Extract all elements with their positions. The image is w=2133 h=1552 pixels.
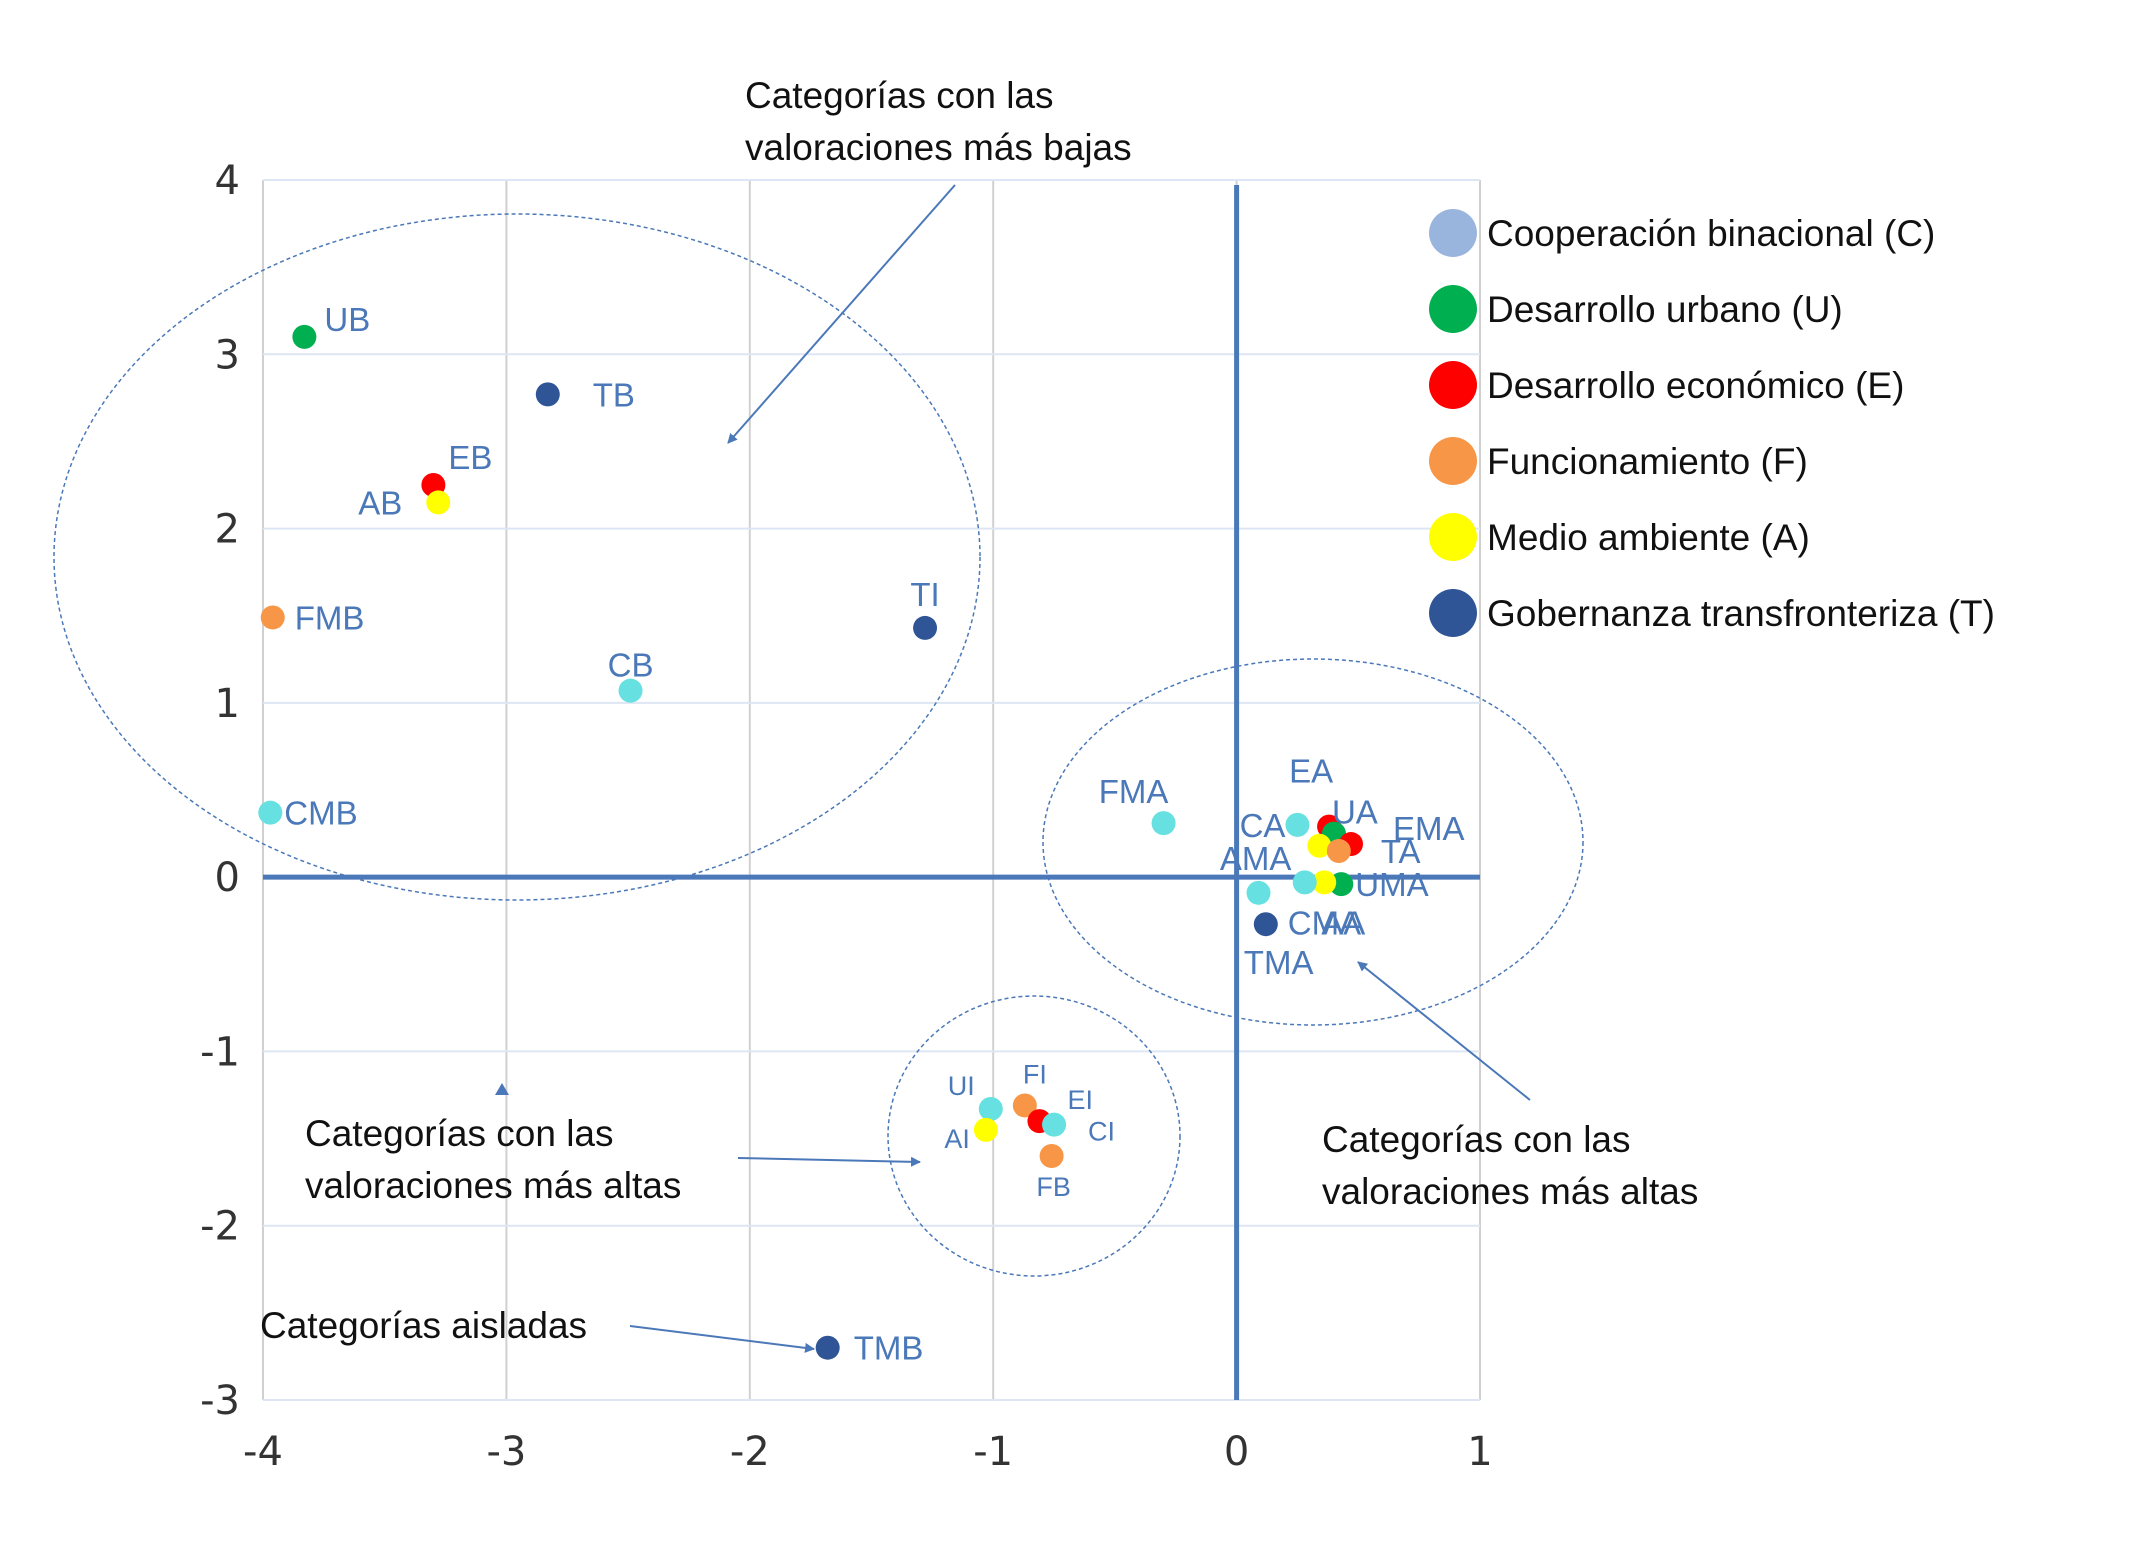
point-label-fmb: FMB <box>295 599 365 636</box>
point-label-ca: CA <box>1240 807 1286 844</box>
point-label-ti: TI <box>910 576 939 613</box>
y-tick-label: -2 <box>200 1204 240 1250</box>
point-label-ua: UA <box>1332 794 1378 831</box>
point-ci <box>1042 1112 1067 1137</box>
point-aa <box>1312 870 1337 895</box>
point-label-tb: TB <box>593 376 635 413</box>
point-cmb <box>258 800 283 825</box>
y-tick-label: 4 <box>215 158 240 204</box>
point-label-fi: FI <box>1023 1059 1047 1089</box>
point-ca <box>1285 812 1310 837</box>
point-label-ci: CI <box>1088 1117 1115 1147</box>
legend-marker-4 <box>1429 513 1477 561</box>
point-unlabeled <box>1246 880 1271 905</box>
cluster-ellipse-2 <box>887 995 1181 1277</box>
x-tick-label: 1 <box>1467 1429 1492 1475</box>
x-tick-label: 0 <box>1224 1429 1249 1475</box>
point-tb <box>535 382 560 407</box>
annotations: Categorías con las valoraciones más bajas… <box>260 75 1698 1346</box>
point-label-ui: UI <box>948 1071 975 1101</box>
point-fmb <box>260 605 285 630</box>
legend-label-1: Desarrollo urbano (U) <box>1487 289 1843 330</box>
annotation-arrow-1 <box>1357 961 1531 1101</box>
point-ama <box>1307 833 1332 858</box>
arrowhead-mark <box>495 1083 509 1095</box>
point-label-ab: AB <box>358 484 402 521</box>
point-label-ub: UB <box>324 301 370 338</box>
point-label-ea: EA <box>1289 753 1333 790</box>
point-ta <box>1326 839 1351 863</box>
point-cb <box>618 678 643 703</box>
point-label-uma: UMA <box>1355 866 1428 903</box>
point-label-fma: FMA <box>1099 773 1169 810</box>
point-label-ema: EMA <box>1393 810 1465 847</box>
point-ai <box>973 1117 998 1142</box>
point-fma <box>1151 811 1176 836</box>
cluster-ellipse-0 <box>53 213 981 901</box>
x-tick-label: -1 <box>973 1429 1013 1475</box>
point-ti <box>913 615 938 640</box>
x-tick-label: -3 <box>486 1429 526 1475</box>
point-label-ta: TA <box>1381 833 1421 870</box>
grid <box>262 179 1481 1401</box>
point-ui <box>978 1096 1003 1121</box>
legend-marker-5 <box>1429 589 1477 637</box>
data-points <box>258 324 1363 1360</box>
point-label-eb: EB <box>448 439 492 476</box>
point-fi <box>1012 1093 1037 1118</box>
point-label-cmb: CMB <box>284 795 357 832</box>
legend-label-2: Desarrollo económico (E) <box>1487 365 1904 406</box>
point-label-ai: AI <box>944 1124 970 1154</box>
point-tmb <box>815 1335 840 1360</box>
point-label-tmb: TMB <box>854 1330 924 1367</box>
legend: Cooperación binacional (C) Desarrollo urb… <box>1429 209 1995 637</box>
point-label-cma: CMA <box>1288 904 1361 941</box>
point-label-ei: EI <box>1067 1085 1093 1115</box>
axes <box>263 185 1480 1400</box>
y-tick-label: 3 <box>215 332 240 378</box>
legend-label-0: Cooperación binacional (C) <box>1487 213 1935 254</box>
annotation-2: Categorías con las valoraciones más altas <box>1322 1119 1698 1212</box>
y-tick-label: 2 <box>215 507 240 553</box>
legend-marker-1 <box>1429 285 1477 333</box>
legend-marker-0 <box>1429 209 1477 257</box>
point-cma <box>1292 870 1317 895</box>
x-tick-label: -4 <box>243 1429 283 1475</box>
legend-label-4: Medio ambiente (A) <box>1487 517 1810 558</box>
y-tick-label: -3 <box>200 1378 240 1424</box>
y-tick-label: 1 <box>215 681 240 727</box>
point-label-tma: TMA <box>1244 944 1314 981</box>
point-fb <box>1039 1144 1064 1168</box>
point-label-aa: AA <box>1321 904 1365 941</box>
point-tma <box>1253 912 1278 937</box>
annotation-3: Categorías aisladas <box>260 1305 587 1346</box>
y-tick-label: -1 <box>200 1029 240 1075</box>
point-ab <box>426 490 451 515</box>
annotation-0: Categorías con las valoraciones más bajas <box>745 75 1132 168</box>
point-ub <box>292 324 317 349</box>
cluster-ellipses <box>53 213 1584 1277</box>
legend-marker-3 <box>1429 437 1477 485</box>
y-tick-label: 0 <box>215 855 240 901</box>
point-label-fb: FB <box>1036 1172 1071 1202</box>
annotation-arrow-3 <box>629 1325 815 1353</box>
legend-label-5: Gobernanza transfronteriza (T) <box>1487 593 1995 634</box>
annotation-arrows <box>495 184 1531 1353</box>
legend-label-3: Funcionamiento (F) <box>1487 441 1808 482</box>
point-label-ama: AMA <box>1220 840 1292 877</box>
legend-marker-2 <box>1429 361 1477 409</box>
annotation-arrow-0 <box>727 184 956 444</box>
cluster-ellipse-1 <box>1042 658 1584 1026</box>
x-tick-label: -2 <box>730 1429 770 1475</box>
annotation-1: Categorías con las valoraciones más altas <box>305 1113 681 1206</box>
point-label-cb: CB <box>608 647 654 684</box>
annotation-arrow-2 <box>737 1156 921 1167</box>
